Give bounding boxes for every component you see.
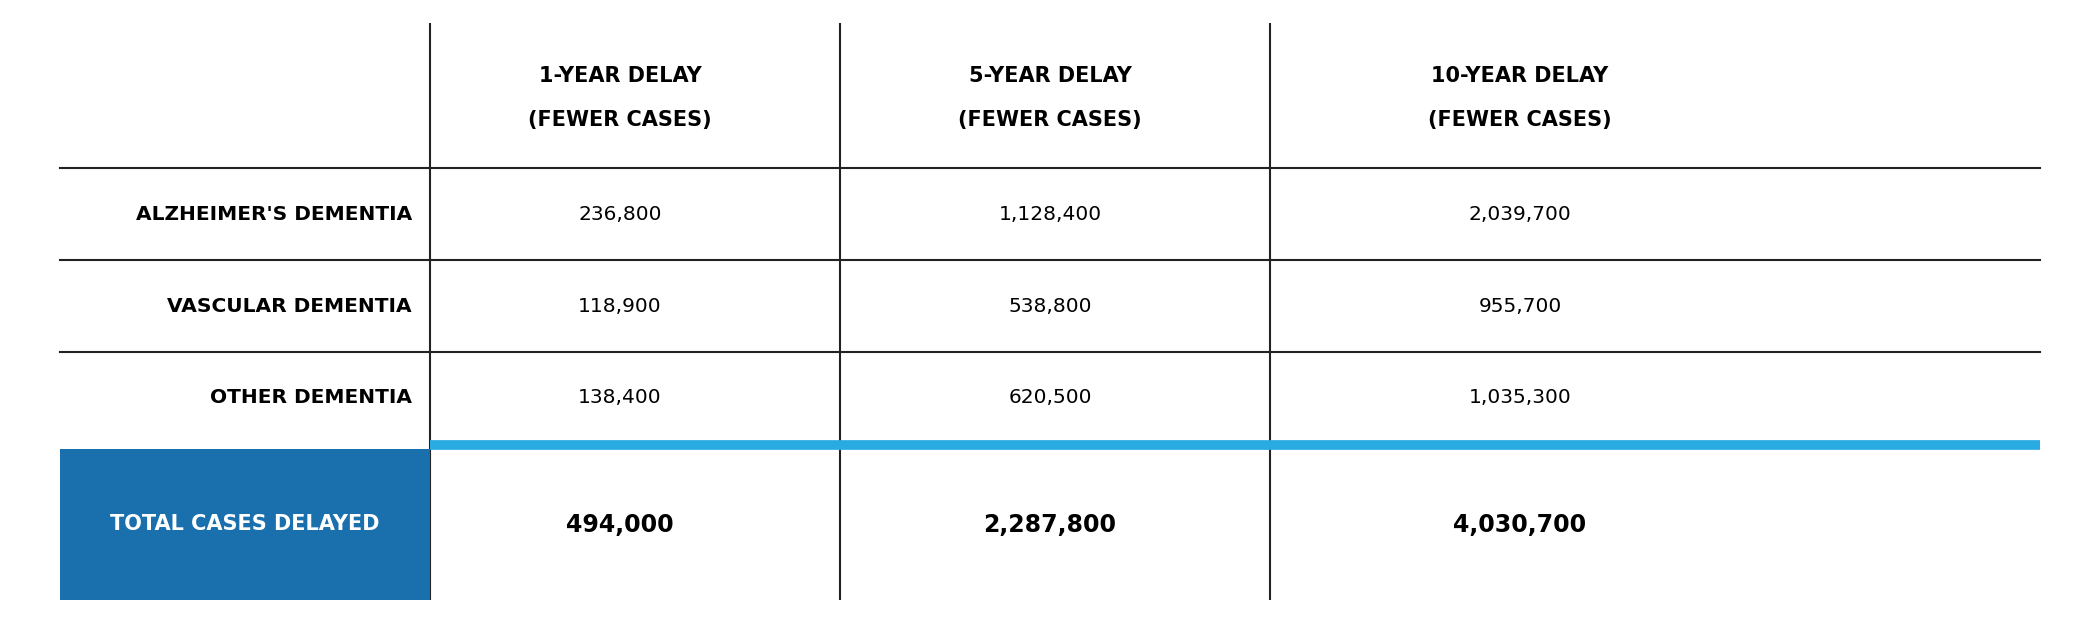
Text: 10-YEAR DELAY: 10-YEAR DELAY xyxy=(1431,66,1608,86)
Text: 236,800: 236,800 xyxy=(578,205,661,224)
Text: 538,800: 538,800 xyxy=(1008,296,1091,315)
Text: 1,035,300: 1,035,300 xyxy=(1469,388,1571,407)
Text: 620,500: 620,500 xyxy=(1008,388,1091,407)
Text: 494,000: 494,000 xyxy=(565,512,674,536)
Text: OTHER DEMENTIA: OTHER DEMENTIA xyxy=(211,388,413,407)
Text: 1-YEAR DELAY: 1-YEAR DELAY xyxy=(538,66,701,86)
Text: VASCULAR DEMENTIA: VASCULAR DEMENTIA xyxy=(167,296,413,315)
Text: TOTAL CASES DELAYED: TOTAL CASES DELAYED xyxy=(111,514,380,534)
Text: 118,900: 118,900 xyxy=(578,296,661,315)
Text: ALZHEIMER'S DEMENTIA: ALZHEIMER'S DEMENTIA xyxy=(136,205,413,224)
Text: (FEWER CASES): (FEWER CASES) xyxy=(1429,110,1612,130)
Text: 2,287,800: 2,287,800 xyxy=(983,512,1116,536)
Text: (FEWER CASES): (FEWER CASES) xyxy=(528,110,711,130)
Text: (FEWER CASES): (FEWER CASES) xyxy=(957,110,1141,130)
Text: 4,030,700: 4,030,700 xyxy=(1454,512,1587,536)
FancyBboxPatch shape xyxy=(60,449,430,600)
Text: 138,400: 138,400 xyxy=(578,388,661,407)
Text: 1,128,400: 1,128,400 xyxy=(999,205,1101,224)
Text: 5-YEAR DELAY: 5-YEAR DELAY xyxy=(968,66,1131,86)
Text: 955,700: 955,700 xyxy=(1479,296,1562,315)
Text: 2,039,700: 2,039,700 xyxy=(1469,205,1571,224)
